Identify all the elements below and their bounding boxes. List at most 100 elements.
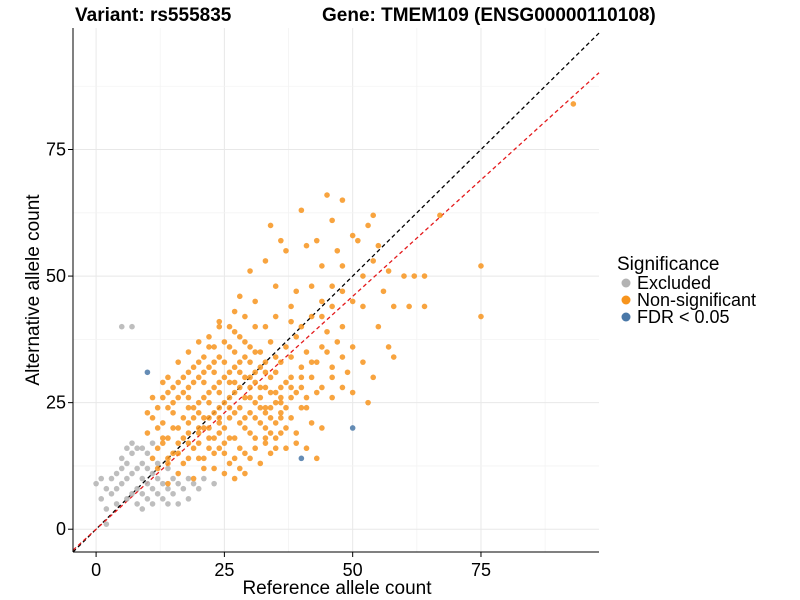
- point-non-significant: [195, 455, 202, 462]
- point-excluded: [118, 480, 125, 487]
- point-non-significant: [339, 263, 346, 269]
- point-non-significant: [365, 399, 371, 406]
- point-non-significant: [262, 425, 269, 431]
- legend: Significance ExcludedNon-significantFDR …: [617, 254, 756, 327]
- point-non-significant: [257, 404, 264, 411]
- point-non-significant: [262, 258, 269, 264]
- point-excluded: [170, 475, 176, 482]
- point-excluded: [165, 501, 171, 507]
- point-excluded: [154, 460, 161, 467]
- y-tick-label: 50: [46, 266, 66, 286]
- point-non-significant: [308, 374, 315, 381]
- point-non-significant: [211, 384, 217, 391]
- point-non-significant: [236, 369, 243, 376]
- point-non-significant: [165, 455, 171, 462]
- point-non-significant: [185, 420, 192, 426]
- point-non-significant: [267, 374, 274, 381]
- point-non-significant: [360, 303, 366, 310]
- point-non-significant: [283, 247, 289, 254]
- point-excluded: [139, 445, 146, 452]
- point-non-significant: [231, 328, 238, 335]
- point-non-significant: [355, 237, 361, 244]
- point-non-significant: [303, 394, 310, 401]
- point-non-significant: [252, 323, 258, 330]
- point-non-significant: [308, 313, 315, 320]
- point-non-significant: [324, 349, 330, 355]
- point-non-significant: [216, 379, 223, 386]
- point-non-significant: [252, 415, 258, 421]
- point-non-significant: [380, 288, 387, 295]
- point-non-significant: [267, 339, 274, 345]
- point-non-significant: [278, 384, 284, 391]
- point-excluded: [195, 485, 202, 492]
- point-non-significant: [160, 420, 166, 426]
- point-non-significant: [221, 470, 228, 477]
- point-non-significant: [236, 445, 243, 452]
- point-non-significant: [206, 364, 212, 371]
- point-non-significant: [175, 359, 181, 365]
- legend-key-1: [621, 295, 631, 305]
- point-excluded: [160, 496, 166, 502]
- point-non-significant: [339, 354, 346, 360]
- point-non-significant: [370, 374, 377, 381]
- point-non-significant: [180, 374, 187, 381]
- point-non-significant: [421, 303, 428, 310]
- point-non-significant: [231, 389, 238, 396]
- point-non-significant: [267, 222, 274, 229]
- point-non-significant: [175, 379, 181, 386]
- point-non-significant: [319, 313, 325, 320]
- point-excluded: [154, 490, 161, 497]
- point-excluded: [185, 496, 192, 502]
- point-non-significant: [247, 359, 253, 365]
- point-non-significant: [303, 445, 310, 452]
- point-non-significant: [272, 399, 279, 406]
- point-non-significant: [165, 435, 171, 441]
- point-non-significant: [185, 349, 192, 355]
- point-excluded: [211, 480, 217, 487]
- point-non-significant: [206, 435, 212, 441]
- point-non-significant: [185, 404, 192, 411]
- point-non-significant: [298, 404, 305, 411]
- legend-label: FDR < 0.05: [637, 307, 730, 327]
- axes: 0 25 50 75 0 25 50 75: [46, 28, 599, 580]
- point-non-significant: [324, 192, 330, 198]
- point-excluded: [124, 460, 130, 467]
- point-non-significant: [360, 273, 366, 279]
- point-non-significant: [195, 399, 202, 406]
- title-gene: Gene: TMEM109 (ENSG00000110108): [322, 5, 656, 26]
- reference-lines: [72, 32, 600, 553]
- point-excluded: [124, 475, 130, 482]
- point-non-significant: [390, 354, 397, 360]
- point-non-significant: [298, 384, 305, 391]
- point-excluded: [118, 465, 125, 472]
- point-non-significant: [236, 334, 243, 340]
- point-excluded: [149, 501, 156, 507]
- legend-key-2: [621, 312, 631, 322]
- point-non-significant: [236, 404, 243, 411]
- point-excluded: [129, 450, 135, 457]
- point-non-significant: [170, 399, 176, 406]
- point-non-significant: [252, 349, 258, 355]
- point-non-significant: [313, 359, 320, 365]
- point-non-significant: [288, 415, 294, 421]
- point-non-significant: [334, 339, 341, 345]
- point-non-significant: [293, 430, 300, 436]
- point-non-significant: [262, 323, 269, 330]
- y-tick-label: 25: [46, 393, 66, 413]
- legend-title: Significance: [617, 254, 719, 275]
- point-non-significant: [170, 384, 176, 391]
- point-non-significant: [257, 349, 264, 355]
- point-non-significant: [190, 475, 197, 482]
- point-non-significant: [313, 455, 320, 462]
- point-non-significant: [226, 435, 233, 441]
- point-non-significant: [267, 404, 274, 411]
- point-non-significant: [283, 379, 289, 386]
- point-excluded: [129, 470, 135, 477]
- point-non-significant: [349, 389, 356, 396]
- point-non-significant: [278, 237, 284, 244]
- point-excluded: [149, 485, 156, 492]
- point-non-significant: [221, 399, 228, 406]
- point-non-significant: [570, 101, 577, 107]
- point-non-significant: [154, 445, 161, 452]
- point-non-significant: [190, 364, 197, 371]
